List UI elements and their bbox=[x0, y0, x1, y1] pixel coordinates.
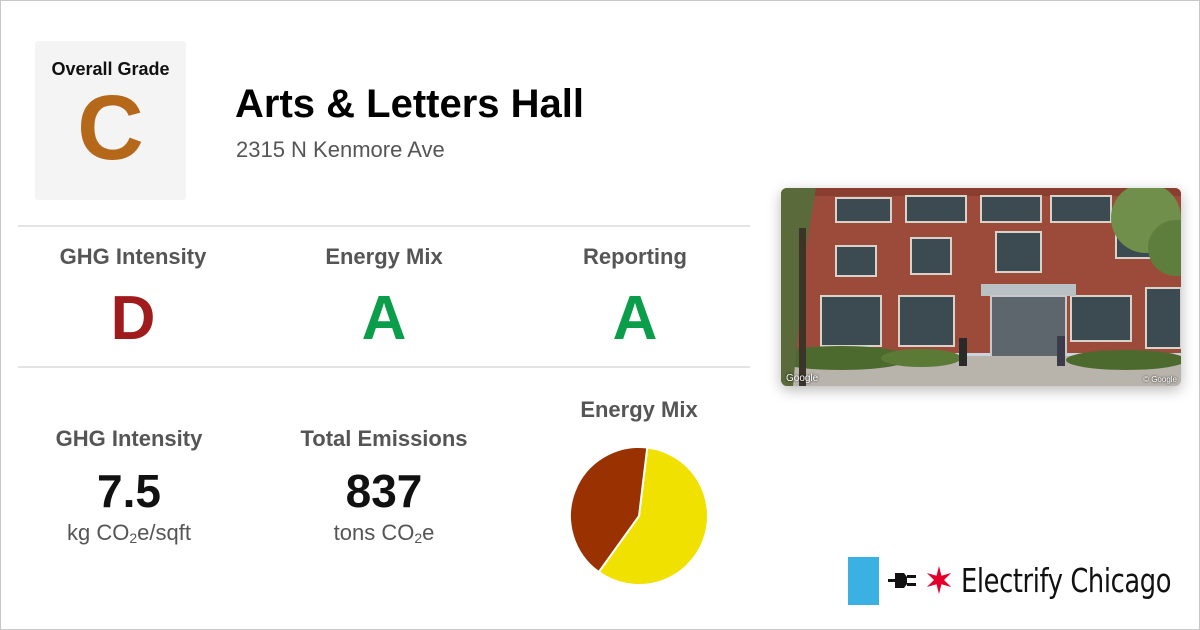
electrify-chicago-logo[interactable]: Electrify Chicago bbox=[848, 557, 1188, 607]
logo-text: Electrify Chicago bbox=[961, 561, 1172, 600]
building-address: 2315 N Kenmore Ave bbox=[236, 137, 445, 162]
grade-label: Reporting bbox=[583, 244, 687, 269]
stat-value: 837 bbox=[345, 465, 423, 517]
stat-ghg-intensity: GHG Intensity 7.5 kg CO2e/sqft bbox=[4, 426, 254, 546]
building-street-view-image bbox=[781, 188, 1181, 386]
grade-energy-mix: Energy Mix A bbox=[259, 244, 509, 354]
divider bbox=[18, 366, 750, 368]
copyright-attribution: © Google bbox=[1143, 375, 1177, 384]
stat-value: 7.5 bbox=[97, 465, 161, 517]
plug-icon bbox=[888, 573, 916, 588]
stat-unit: tons CO2e bbox=[333, 520, 435, 546]
pie-slice-1 bbox=[569, 446, 649, 574]
stat-unit: kg CO2e/sqft bbox=[67, 520, 191, 546]
grade-label: Energy Mix bbox=[325, 244, 443, 269]
overall-grade-label: Overall Grade bbox=[51, 59, 170, 79]
building-photo: Google © Google bbox=[781, 188, 1181, 386]
energy-mix-pie-chart bbox=[569, 446, 709, 586]
stat-total-emissions: Total Emissions 837 tons CO2e bbox=[259, 426, 509, 546]
overall-grade-value: C bbox=[77, 77, 144, 179]
building-name: Arts & Letters Hall bbox=[235, 82, 584, 126]
divider bbox=[18, 225, 750, 227]
overall-grade-box: Overall Grade C bbox=[35, 41, 186, 200]
stat-label: GHG Intensity bbox=[55, 426, 203, 451]
pie-slice-0 bbox=[597, 446, 709, 586]
grade-value: A bbox=[361, 284, 407, 353]
grade-ghg-intensity: GHG Intensity D bbox=[8, 244, 258, 354]
stat-label: Total Emissions bbox=[300, 426, 468, 451]
grade-value: D bbox=[110, 284, 156, 353]
grade-label: GHG Intensity bbox=[59, 244, 207, 269]
grade-value: A bbox=[612, 284, 658, 353]
google-attribution: Google bbox=[786, 373, 819, 384]
logo-blue-bar bbox=[848, 557, 879, 605]
chicago-star-icon bbox=[926, 566, 952, 594]
energy-mix-chart-label: Energy Mix bbox=[580, 397, 698, 422]
grade-reporting: Reporting A bbox=[510, 244, 760, 354]
